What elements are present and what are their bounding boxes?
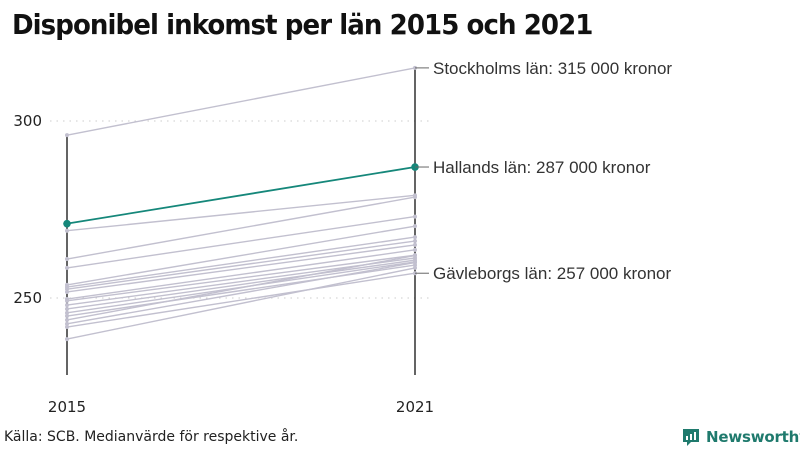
point-2021	[413, 239, 417, 244]
series-line-län-15	[66, 264, 416, 317]
series-line-län-13	[66, 259, 416, 310]
year-axes	[66, 67, 416, 375]
point-2021	[413, 247, 417, 252]
point-2015	[65, 303, 69, 308]
x-tick-label: 2015	[48, 398, 86, 416]
chart-title: Disponibel inkomst per län 2015 och 2021	[12, 8, 593, 41]
series-line-län-11	[66, 254, 416, 302]
point-2015	[65, 228, 69, 233]
point-2021	[413, 235, 417, 240]
annotations: Stockholms län: 315 000 kronor Hallands l…	[415, 59, 672, 283]
point-2015	[65, 306, 69, 311]
source-note: Källa: SCB. Medianvärde för respektive å…	[4, 429, 299, 445]
point-2021	[413, 195, 417, 200]
y-tick-label: 250	[13, 289, 42, 307]
x-tick-label: 2021	[396, 398, 434, 416]
series-line-län-6	[66, 225, 416, 286]
series-line-län-17	[66, 261, 416, 325]
series-line-hallands-län	[66, 166, 416, 225]
point-2021	[413, 224, 417, 229]
point-2015	[65, 287, 69, 292]
point-2021	[413, 253, 417, 258]
brand-logo: Newsworthy	[681, 427, 800, 447]
annotation-label: Hallands län: 287 000 kronor	[433, 158, 651, 177]
series-line-län-16	[66, 254, 416, 321]
point-2015	[65, 310, 69, 315]
series-line-län-9	[66, 244, 416, 293]
series-line-län-19	[66, 267, 416, 340]
point-2015	[65, 317, 69, 322]
point-2021	[413, 265, 417, 270]
brand-name: Newsworthy	[706, 428, 800, 446]
bar-chart-speech-icon	[683, 429, 699, 446]
series-line-län-10	[66, 249, 416, 300]
point-2015	[65, 133, 69, 138]
series-line-län-4	[66, 196, 416, 260]
point-2015	[65, 257, 69, 262]
series-line-län-8	[66, 240, 416, 290]
series-line-län-5	[66, 215, 416, 269]
other-county-lines	[65, 65, 417, 342]
point-2021	[413, 214, 417, 219]
y-axis-ticks: 250 300	[13, 112, 42, 307]
series-line-stockholms-län	[66, 67, 416, 136]
annotation-label: Gävleborgs län: 257 000 kronor	[433, 264, 671, 283]
point-2015	[65, 337, 69, 342]
point-2015	[65, 265, 69, 270]
y-tick-label: 300	[13, 112, 42, 130]
point-2015	[65, 325, 69, 330]
gridlines	[50, 120, 430, 299]
series-line-län-7	[66, 236, 416, 288]
point-2021	[413, 260, 417, 265]
point-2015	[65, 314, 69, 319]
highlighted-county-line	[63, 163, 419, 228]
series-line-gävleborgs-län	[66, 272, 416, 328]
point-2015	[65, 298, 69, 303]
x-axis-labels: 2015 2021	[48, 398, 434, 416]
point-2021	[413, 242, 417, 247]
annotation-label: Stockholms län: 315 000 kronor	[433, 59, 672, 78]
point-2015	[65, 289, 69, 294]
point-2015	[65, 321, 69, 326]
series-line-län-3	[66, 194, 416, 232]
point-2015	[63, 219, 71, 228]
